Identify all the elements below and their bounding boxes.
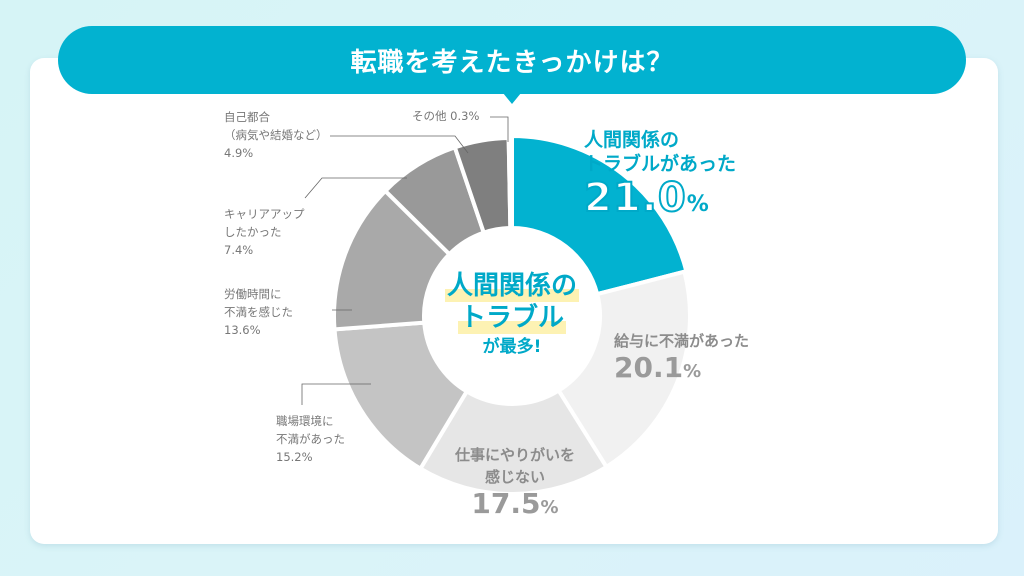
center-line1: 人間関係の bbox=[444, 270, 579, 302]
leader-environment bbox=[301, 383, 371, 405]
label-hours-value: 13.6% bbox=[224, 323, 261, 337]
label-career-line2: したかった bbox=[224, 225, 282, 239]
label-other: その他 0.3% bbox=[412, 107, 479, 125]
title-banner: 転職を考えたきっかけは？ bbox=[58, 26, 966, 94]
label-career: キャリアアップ したかった 7.4% bbox=[224, 205, 305, 259]
label-personal-value: 4.9% bbox=[224, 146, 254, 160]
label-career-value: 7.4% bbox=[224, 243, 254, 257]
pie-slice-other bbox=[506, 135, 514, 231]
label-personal-line1: 自己都合 bbox=[224, 110, 270, 124]
label-reward-line2: 感じない bbox=[484, 468, 545, 486]
label-hours-line2: 不満を感じた bbox=[224, 305, 293, 319]
center-annotation: 人間関係の トラブル が最多! bbox=[424, 270, 600, 358]
center-line2: トラブル bbox=[457, 302, 566, 334]
label-salary-value: 20.1 bbox=[614, 351, 684, 384]
label-environment: 職場環境に 不満があった 15.2% bbox=[276, 412, 345, 466]
label-hours-line1: 労働時間に bbox=[224, 287, 282, 301]
label-salary: 給与に不満があった 20.1% bbox=[614, 330, 749, 384]
banner-pointer bbox=[503, 93, 521, 104]
label-human-relations: 人間関係の トラブルがあった 21.0% bbox=[583, 128, 737, 221]
label-human-line1: 人間関係の bbox=[584, 129, 680, 151]
label-human-value: 21.0 bbox=[583, 175, 687, 221]
center-line3: が最多! bbox=[482, 337, 542, 357]
label-personal: 自己都合 （病気や結婚など） 4.9% bbox=[224, 108, 328, 162]
label-hours: 労働時間に 不満を感じた 13.6% bbox=[224, 285, 293, 339]
leader-personal bbox=[330, 135, 469, 154]
chart-title: 転職を考えたきっかけは？ bbox=[350, 47, 674, 78]
label-salary-pct: % bbox=[683, 361, 702, 382]
leader-other bbox=[490, 116, 509, 142]
label-reward: 仕事にやりがいを 感じない 17.5% bbox=[440, 444, 590, 520]
label-environment-value: 15.2% bbox=[276, 450, 313, 464]
label-reward-pct: % bbox=[540, 497, 559, 518]
label-personal-line2: （病気や結婚など） bbox=[224, 128, 328, 142]
label-reward-line1: 仕事にやりがいを bbox=[454, 446, 575, 464]
label-career-line1: キャリアアップ bbox=[224, 207, 305, 221]
label-human-line2: トラブルがあった bbox=[584, 153, 737, 175]
label-environment-line1: 職場環境に bbox=[276, 414, 334, 428]
label-other-text: その他 0.3% bbox=[412, 109, 480, 123]
label-salary-line1: 給与に不満があった bbox=[614, 332, 750, 350]
leader-career bbox=[304, 177, 407, 199]
label-human-pct: % bbox=[686, 192, 709, 217]
label-environment-line2: 不満があった bbox=[276, 432, 345, 446]
label-reward-value: 17.5 bbox=[471, 487, 541, 520]
